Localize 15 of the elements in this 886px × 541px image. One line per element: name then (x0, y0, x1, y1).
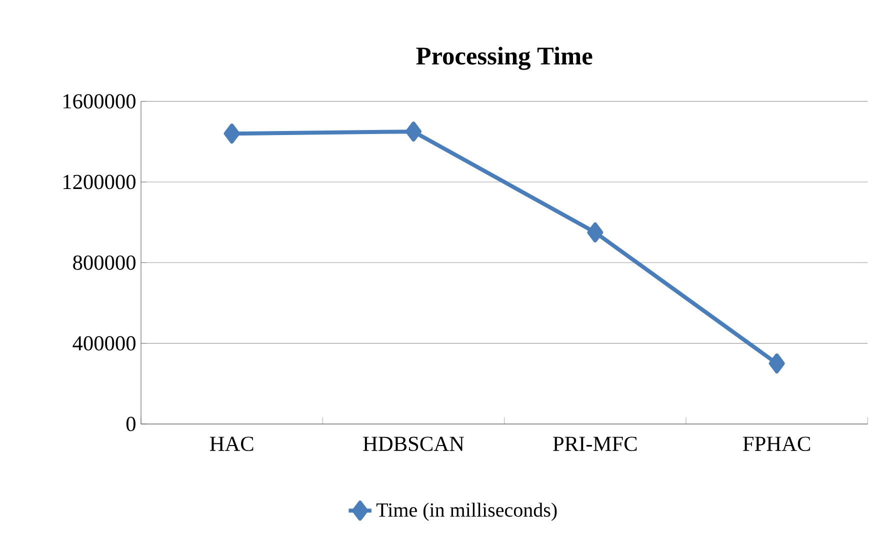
chart-title: Processing Time (416, 46, 592, 70)
point (768, 353, 785, 374)
point (587, 222, 604, 242)
point (406, 122, 422, 142)
y-tick-label: 1200000 (64, 174, 136, 190)
legend-label: Time (in milliseconds) (376, 502, 557, 521)
point (224, 124, 240, 144)
y-tick-label: 400000 (72, 336, 136, 351)
x-tick-label: PRI-MFC (553, 436, 637, 452)
x-tick-label: FPHAC (743, 436, 810, 452)
y-tick-label: 800000 (73, 255, 136, 270)
x-tick-label: HAC (210, 436, 254, 452)
y-tick-label: 0 (126, 416, 136, 432)
y-tick-label: 1600000 (64, 94, 136, 109)
x-tick-label: HDBSCAN (363, 436, 464, 452)
